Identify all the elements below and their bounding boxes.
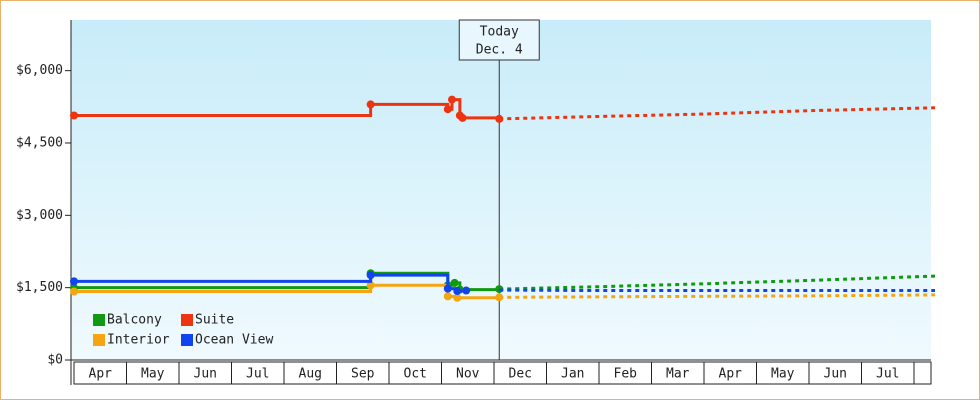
price-point — [462, 286, 471, 295]
legend-label: Suite — [195, 313, 234, 328]
y-tick-label: $1,500 — [16, 280, 63, 295]
x-tick-label: Mar — [666, 367, 690, 382]
legend-label: Ocean View — [195, 333, 273, 348]
price-point — [70, 111, 78, 120]
x-tick-label: Jun — [824, 367, 847, 382]
forecast-line — [499, 274, 936, 291]
x-tick-label: Feb — [614, 367, 638, 382]
price-point — [366, 281, 375, 290]
forecast-line — [499, 106, 936, 121]
forecast-line — [499, 293, 936, 299]
y-tick-label: $0 — [47, 353, 63, 368]
today-label: Today — [480, 25, 519, 40]
x-tick-label: May — [141, 367, 165, 382]
legend-swatch — [181, 334, 193, 346]
x-tick-label: Dec — [509, 367, 532, 382]
price-point — [366, 100, 375, 109]
x-tick-label: Jun — [194, 367, 217, 382]
plot-area — [71, 20, 931, 360]
legend-label: Interior — [107, 333, 170, 348]
legend-label: Balcony — [107, 313, 162, 328]
y-tick-label: $4,500 — [16, 135, 63, 150]
x-tick-label: Oct — [404, 367, 427, 382]
y-tick-label: $3,000 — [16, 208, 63, 223]
price-point — [443, 292, 452, 301]
price-point — [458, 113, 467, 122]
x-tick-label: Apr — [89, 367, 113, 382]
price-point — [453, 293, 462, 302]
price-point — [495, 114, 504, 123]
price-point — [448, 95, 456, 104]
today-date: Dec. 4 — [476, 43, 523, 58]
price-point — [443, 105, 452, 114]
price-point — [70, 277, 78, 286]
price-point — [453, 287, 462, 296]
price-point — [495, 293, 504, 302]
price-point — [70, 287, 78, 296]
price-point — [450, 278, 459, 287]
x-tick-label: Jul — [246, 367, 269, 382]
price-point — [443, 284, 452, 293]
x-tick-label: Nov — [456, 367, 480, 382]
x-tick-label: Aug — [299, 367, 322, 382]
legend-swatch — [93, 334, 105, 346]
x-tick-label: May — [771, 367, 795, 382]
x-tick-label: Jul — [876, 367, 899, 382]
today-box — [458, 19, 540, 61]
month-cell — [913, 361, 932, 385]
price-point — [366, 271, 375, 280]
x-tick-label: Apr — [719, 367, 743, 382]
y-tick-label: $6,000 — [16, 63, 63, 78]
legend-swatch — [93, 314, 105, 326]
x-tick-label: Jan — [561, 367, 584, 382]
legend-swatch — [181, 314, 193, 326]
x-tick-label: Sep — [351, 367, 375, 382]
